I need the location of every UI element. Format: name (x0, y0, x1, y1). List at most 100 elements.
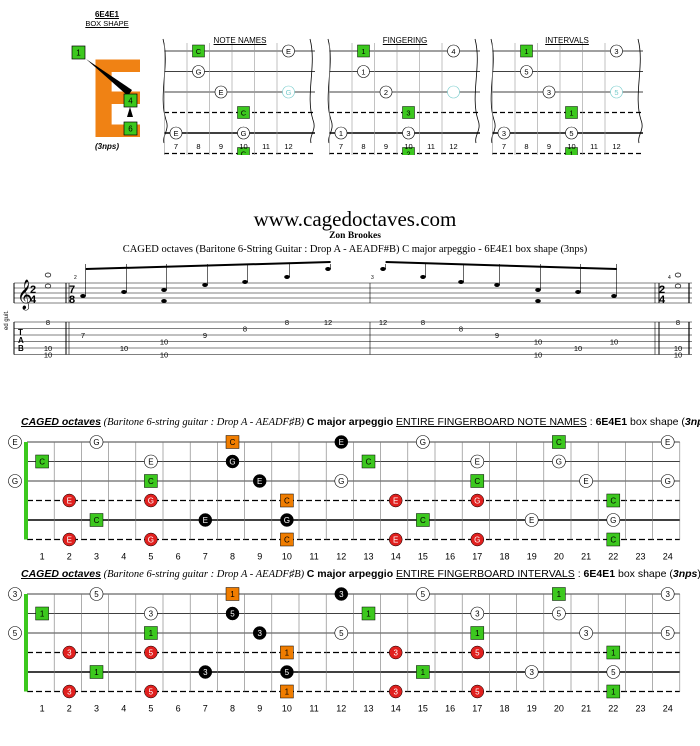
tab-fret: 10 (44, 344, 52, 353)
note-marker: 5 (144, 684, 158, 699)
note-marker: E (334, 435, 349, 449)
note-marker: G (334, 474, 349, 488)
tab-fret: 9 (495, 331, 499, 340)
note-square (237, 106, 250, 119)
fret-number: 3 (94, 552, 99, 562)
note-square (280, 532, 294, 547)
note-label: 1 (366, 610, 371, 619)
fret-number: 16 (445, 704, 455, 714)
note-label: G (474, 536, 480, 545)
note-marker: 3 (470, 606, 485, 621)
note-square (402, 106, 415, 119)
note-marker: C (280, 532, 294, 547)
note-marker: E (282, 44, 295, 58)
note-marker: 1 (35, 606, 49, 621)
note-circle (8, 435, 22, 449)
note-marker: G (606, 513, 621, 527)
note-circle (62, 645, 77, 660)
note-label: 3 (406, 108, 410, 117)
note-marker: 1 (552, 587, 566, 601)
finger-1-label: 1 (76, 49, 81, 58)
note-marker: 5 (470, 684, 485, 699)
fret-number: 15 (418, 704, 428, 714)
note-label: 1 (149, 629, 154, 638)
note-marker: C (237, 106, 250, 119)
note-circle (89, 435, 104, 449)
note-circle (334, 435, 349, 449)
note-label: C (610, 497, 616, 506)
tab-fret: 10 (674, 344, 682, 353)
note-label: 5 (665, 629, 670, 638)
fret-number: 7 (339, 142, 343, 151)
note-marker: 5 (416, 587, 430, 601)
note-circle (416, 587, 430, 601)
note-label: 3 (13, 590, 18, 599)
fret-number: 9 (257, 704, 262, 714)
note-marker: G (280, 513, 294, 527)
note-head (121, 290, 127, 294)
site-title: www.cagedoctaves.com (253, 207, 457, 231)
note-head (202, 283, 208, 287)
note-circle (198, 513, 213, 527)
note-label: 5 (149, 688, 154, 697)
fret-number: 13 (363, 552, 373, 562)
note-square (192, 44, 205, 58)
note-circle (252, 626, 267, 640)
nut (24, 442, 28, 540)
note-label: 3 (339, 590, 344, 599)
fret-number: 22 (608, 704, 618, 714)
note-label: E (583, 477, 588, 486)
note-circle (552, 606, 566, 621)
note-marker: 1 (357, 44, 370, 58)
note-label: 1 (40, 610, 45, 619)
note-marker: E (252, 474, 267, 488)
note-circle (542, 85, 556, 99)
note-head (161, 299, 167, 303)
intervals-diagram: 1 3 5 3 5 1 3 5 1 7 8 9 10 11 12 (469, 35, 648, 160)
tab-letter: A (18, 336, 24, 345)
note-marker: 1 (89, 665, 104, 679)
note-names-diagram: C E G E G C E G C 7 8 9 10 11 12 (141, 35, 320, 160)
note-square (144, 626, 158, 640)
score-title: CAGED octaves (Baritone 6-String Guitar … (122, 244, 588, 255)
note-label: 3 (67, 649, 72, 658)
note-circle (524, 665, 539, 679)
note-label: 1 (569, 108, 573, 117)
note-square (565, 106, 578, 119)
note-marker: 3 (542, 85, 556, 99)
note-marker: E (388, 493, 403, 508)
note-marker: 5 (660, 626, 675, 640)
fret-number: 1 (40, 704, 45, 714)
heading-arpeggio: C major arpeggio (306, 568, 394, 580)
heading-sep2: : (574, 568, 584, 580)
time-sig-top: 2 (659, 284, 665, 296)
note-label: 4 (451, 47, 455, 56)
note-marker: E (660, 435, 675, 449)
note-label: E (665, 438, 670, 447)
note-square (280, 684, 294, 699)
tab-fret: 10 (610, 338, 618, 347)
note-marker: G (470, 532, 485, 547)
note-label: 5 (569, 129, 573, 138)
small-diagram-svg: C E G E G C E G C 7 8 9 10 11 12 (141, 38, 315, 160)
small-diagram-svg: 1 3 5 3 5 1 3 5 1 7 8 9 10 11 12 (469, 38, 643, 160)
note-label: G (338, 477, 344, 486)
chord-note-head (44, 283, 52, 289)
note-circle (565, 126, 578, 140)
fret-number: 11 (309, 704, 318, 714)
note-label: 5 (611, 668, 616, 677)
heading-nps: 3nps (672, 568, 698, 580)
note-circle (144, 532, 158, 547)
treble-clef: 𝄞 (17, 279, 32, 311)
note-label: 5 (421, 590, 426, 599)
finger-path-arrow (86, 59, 132, 96)
tab-fret: 10 (674, 351, 682, 360)
note-label: 5 (475, 649, 480, 658)
note-marker: 3 (497, 126, 511, 140)
note-circle (62, 493, 77, 508)
note-marker: E (169, 126, 183, 140)
note-marker: G (552, 454, 566, 469)
note-circle (144, 493, 158, 508)
note-circle (334, 587, 349, 601)
note-marker: 1 (144, 626, 158, 640)
